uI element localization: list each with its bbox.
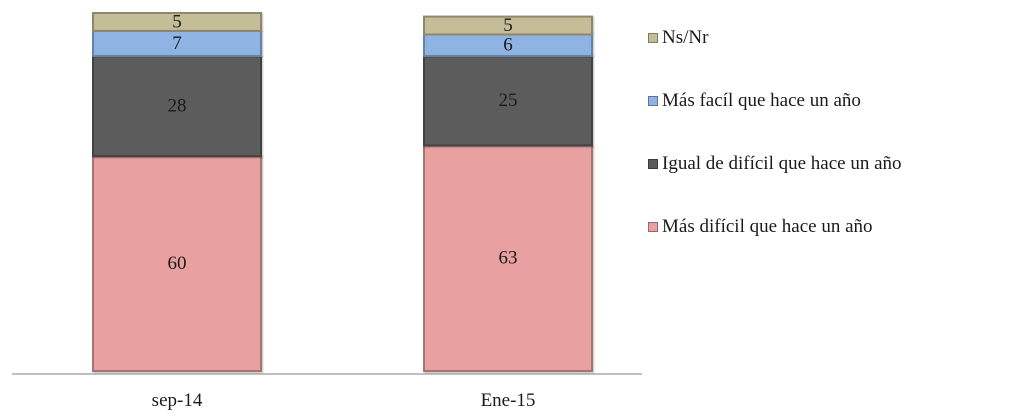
- legend-label: Igual de difícil que hace un año: [662, 153, 902, 174]
- legend-item-ns-nr: Ns/Nr: [648, 27, 1013, 48]
- legend-item-mas-dificil-que-hace-un-ano: Más difícil que hace un año: [648, 216, 1013, 237]
- bar-sep-14-ns-nr: [92, 12, 262, 32]
- legend-swatch: [648, 159, 658, 169]
- legend-swatch: [648, 96, 658, 106]
- data-label-ene-15-ns-nr: 5: [503, 15, 513, 36]
- data-label-sep-14-mas-facil-que-hace-un-ano: 7: [172, 33, 182, 54]
- data-label-sep-14-ns-nr: 5: [172, 11, 182, 32]
- legend-label: Ns/Nr: [662, 27, 709, 48]
- data-label-sep-14-mas-dificil-que-hace-un-ano: 60: [168, 253, 187, 274]
- legend-label: Más facíl que hace un año: [662, 90, 861, 111]
- legend-item-igual-de-dificil-que-hace-un-ano: Igual de difícil que hace un año: [648, 153, 1013, 174]
- bar-ene-15-ns-nr: [423, 15, 593, 36]
- bar-sep-14-igual-de-dificil-que-hace-un-ano: [92, 54, 262, 158]
- data-label-ene-15-igual-de-dificil-que-hace-un-ano: 25: [499, 90, 518, 111]
- legend-item-mas-facil-que-hace-un-ano: Más facíl que hace un año: [648, 90, 1013, 111]
- data-label-ene-15-mas-facil-que-hace-un-ano: 6: [503, 35, 513, 56]
- bar-sep-14-mas-dificil-que-hace-un-ano: [92, 155, 262, 372]
- legend: Ns/Nr Más facíl que hace un año Igual de d…: [648, 27, 1013, 280]
- legend-swatch: [648, 33, 658, 43]
- x-tick-label-ene-15: Ene-15: [481, 390, 536, 411]
- bar-ene-15-igual-de-dificil-que-hace-un-ano: [423, 54, 593, 147]
- legend-label: Más difícil que hace un año: [662, 216, 873, 237]
- data-label-ene-15-mas-dificil-que-hace-un-ano: 63: [499, 248, 518, 269]
- bar-ene-15-mas-dificil-que-hace-un-ano: [423, 144, 593, 372]
- legend-swatch: [648, 222, 658, 232]
- data-label-sep-14-igual-de-dificil-que-hace-un-ano: 28: [168, 96, 187, 117]
- x-tick-label-sep-14: sep-14: [152, 390, 203, 411]
